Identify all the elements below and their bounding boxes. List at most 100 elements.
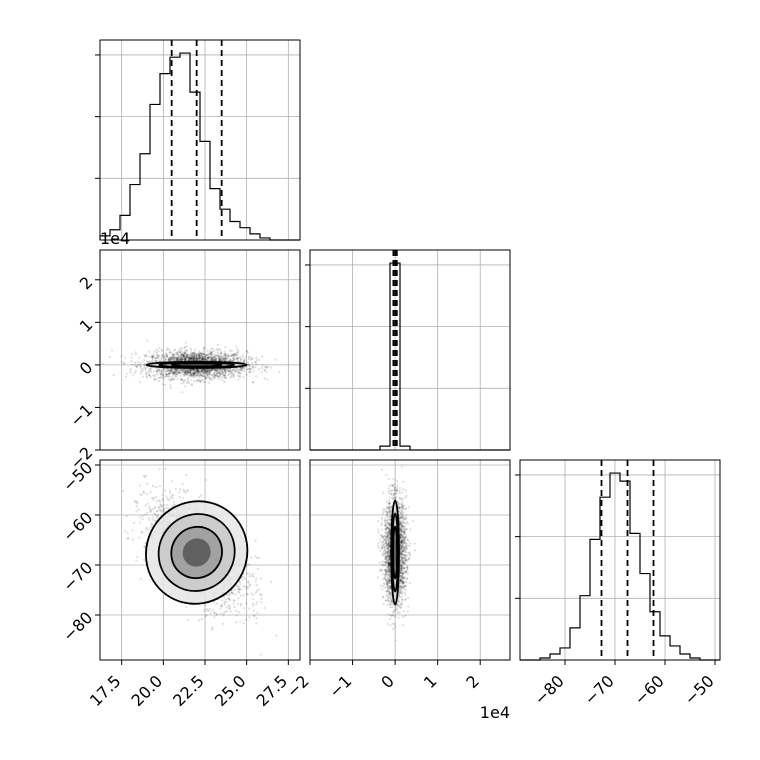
- scatter-point: [377, 531, 380, 534]
- scatter-point: [139, 484, 142, 487]
- scatter-point: [213, 357, 216, 360]
- scatter-point: [174, 368, 177, 371]
- scatter-point: [231, 368, 234, 371]
- scatter-point: [208, 376, 211, 379]
- scatter-point: [229, 376, 232, 379]
- scatter-point: [204, 377, 207, 380]
- scatter-point: [224, 354, 227, 357]
- scatter-point: [384, 523, 388, 527]
- scatter-point: [189, 371, 192, 374]
- scatter-point: [163, 370, 167, 373]
- scatter-point: [230, 354, 234, 357]
- scatter-point: [157, 350, 160, 353]
- scatter-point: [400, 540, 404, 543]
- scatter-point: [219, 368, 222, 372]
- scatter-point: [161, 383, 164, 386]
- scatter-point: [226, 368, 229, 371]
- scatter-point: [187, 370, 190, 374]
- scatter-point: [263, 377, 266, 380]
- scatter-point: [167, 373, 170, 376]
- scatter-point: [196, 378, 199, 381]
- scatter-point: [200, 378, 203, 382]
- scatter-point: [208, 607, 211, 611]
- scatter-point: [196, 374, 199, 377]
- scatter-point: [208, 377, 211, 380]
- scatter-point: [186, 380, 189, 383]
- scatter-point: [204, 358, 207, 361]
- scatter-point: [173, 370, 176, 373]
- scatter-point: [177, 491, 181, 494]
- scatter-point: [143, 558, 146, 561]
- scatter-point: [160, 374, 163, 377]
- scatter-point: [211, 353, 215, 356]
- scatter-point: [203, 359, 206, 362]
- scatter-point: [231, 354, 234, 357]
- scatter-point: [175, 368, 178, 371]
- scatter-point: [235, 356, 239, 359]
- scatter-point: [162, 375, 165, 378]
- scatter-point: [192, 358, 195, 361]
- scatter-point: [248, 607, 251, 610]
- scatter-point: [163, 355, 166, 358]
- scatter-point: [193, 352, 197, 355]
- scatter-point: [180, 356, 183, 359]
- scatter-point: [177, 353, 180, 356]
- scatter-point: [184, 352, 187, 355]
- scatter-point: [163, 383, 166, 386]
- scatter-point: [189, 375, 192, 378]
- scatter-point: [216, 370, 219, 373]
- scatter-point: [244, 618, 247, 621]
- scatter-point: [198, 356, 201, 360]
- scatter-point: [167, 378, 170, 381]
- scatter-point: [207, 358, 210, 361]
- scatter-point: [210, 347, 213, 350]
- scatter-point: [153, 350, 156, 353]
- scatter-point: [137, 536, 140, 539]
- scatter-point: [158, 359, 161, 362]
- scatter-point: [388, 602, 391, 606]
- scatter-point: [252, 572, 255, 575]
- scatter-point: [203, 375, 206, 378]
- scatter-point: [191, 352, 194, 355]
- scatter-point: [197, 370, 200, 373]
- scatter-point: [386, 566, 389, 569]
- scatter-point: [193, 368, 196, 372]
- scatter-point: [206, 371, 210, 374]
- scatter-point: [199, 357, 202, 360]
- scatter-point: [193, 374, 196, 377]
- scatter-point: [158, 485, 162, 488]
- scatter-point: [229, 358, 232, 362]
- scatter-point: [183, 355, 186, 358]
- scatter-point: [242, 359, 246, 362]
- scatter-point: [229, 372, 232, 375]
- scatter-point: [227, 594, 230, 597]
- scatter-point: [383, 545, 386, 548]
- scatter-point: [214, 371, 217, 374]
- scatter-point: [221, 356, 224, 359]
- scatter-point: [222, 368, 225, 371]
- scatter-point: [158, 371, 162, 375]
- scatter-point: [399, 584, 402, 587]
- scatter-point: [181, 357, 185, 361]
- scatter-point: [195, 356, 198, 359]
- scatter-point: [185, 381, 189, 384]
- scatter-point: [169, 358, 172, 361]
- scatter-point: [150, 522, 153, 525]
- scatter-point: [200, 358, 203, 361]
- scatter-point: [257, 567, 260, 570]
- scatter-point: [192, 357, 195, 360]
- scatter-point: [211, 376, 214, 379]
- scatter-point: [215, 354, 218, 357]
- scatter-point: [183, 357, 187, 360]
- scatter-point: [205, 359, 209, 362]
- scatter-point: [165, 373, 168, 376]
- scatter-grid: [310, 460, 510, 660]
- scatter-point: [196, 358, 199, 361]
- scatter-point: [143, 358, 146, 362]
- scatter-point: [176, 357, 179, 360]
- scatter-point: [263, 369, 267, 372]
- scatter-point: [241, 366, 244, 370]
- scatter-point: [181, 358, 184, 361]
- scatter-point: [180, 358, 183, 362]
- scatter-point: [388, 579, 391, 582]
